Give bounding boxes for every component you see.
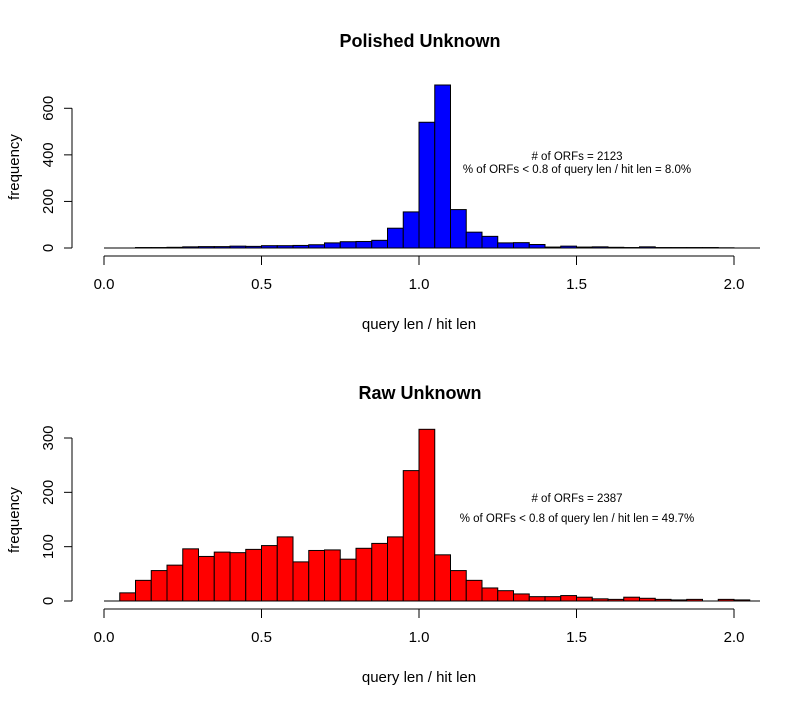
histogram-bar: [623, 596, 640, 602]
histogram-bar: [387, 536, 404, 602]
y-tick-label: 300: [40, 425, 57, 450]
histogram-bar: [481, 587, 499, 602]
x-tick-label: 1.0: [409, 276, 430, 293]
histogram-bar: [528, 596, 546, 602]
histogram-bar: [434, 554, 451, 602]
y-tick-label: 0: [40, 244, 57, 252]
histogram-bar: [434, 84, 451, 249]
histogram-bar: [402, 470, 420, 602]
histogram-bar: [182, 548, 199, 602]
histogram-bar: [213, 551, 231, 602]
x-axis: 0.0 0.5 1.0 1.5 2.0: [94, 255, 745, 293]
y-tick-label: 100: [40, 534, 57, 559]
histogram-bar: [324, 549, 341, 602]
histogram-bar: [150, 570, 168, 602]
histogram-bar: [513, 242, 530, 249]
bars-group: [119, 428, 751, 602]
histogram-bar: [355, 547, 373, 602]
histogram-bar: [418, 428, 436, 602]
x-tick-label: 0.5: [251, 629, 272, 646]
annotation-orf-percent: % of ORFs < 0.8 of query len / hit len =…: [460, 513, 695, 525]
histogram-bar: [371, 542, 388, 602]
annotation-orf-percent: % of ORFs < 0.8 of query len / hit len =…: [463, 164, 691, 176]
histogram-bar: [308, 549, 325, 602]
histogram-bar: [418, 121, 436, 249]
x-axis-label: query len / hit len: [362, 669, 476, 686]
histogram-bar: [339, 558, 357, 602]
histogram-bar: [198, 555, 215, 602]
histogram-bar: [450, 570, 467, 602]
histogram-bar: [166, 564, 184, 602]
histogram-bar: [528, 244, 546, 249]
histogram-bar: [481, 235, 499, 249]
histogram-bar: [261, 545, 278, 602]
x-tick-label: 2.0: [724, 276, 745, 293]
chart-title: Raw Unknown: [358, 383, 481, 403]
y-tick-label: 400: [40, 142, 57, 167]
histogram-bar: [324, 242, 341, 249]
x-tick-label: 2.0: [724, 629, 745, 646]
histogram-bar: [465, 579, 483, 602]
y-tick-label: 200: [40, 189, 57, 214]
histogram-panel-polished: Polished Unknown 0.0 0.5 1.0 1.5 2.0 0 200 400…: [6, 31, 760, 333]
annotation-orf-count: # of ORFs = 2387: [531, 493, 622, 505]
histogram-bar: [576, 596, 593, 602]
histogram-bar: [560, 595, 577, 602]
x-tick-label: 1.5: [566, 276, 587, 293]
y-tick-label: 0: [40, 597, 57, 605]
x-axis: 0.0 0.5 1.0 1.5 2.0: [94, 608, 745, 646]
histogram-bar: [387, 227, 404, 249]
x-axis-label: query len / hit len: [362, 316, 476, 333]
histogram-bar: [339, 241, 357, 249]
histogram-bar: [276, 536, 294, 602]
x-tick-label: 0.0: [94, 629, 115, 646]
x-tick-label: 0.5: [251, 276, 272, 293]
histogram-bar: [465, 231, 483, 249]
histogram-bar: [544, 596, 562, 602]
histogram-bar: [497, 590, 514, 602]
histogram-bar: [229, 552, 247, 602]
histogram-bar: [292, 561, 310, 602]
y-axis: 0 200 400 600: [40, 96, 73, 252]
histogram-bar: [245, 548, 262, 602]
y-tick-label: 600: [40, 96, 57, 121]
histogram-bar: [513, 593, 530, 602]
histogram-bar: [497, 242, 514, 249]
annotation-orf-count: # of ORFs = 2123: [531, 151, 622, 163]
y-axis-label: frequency: [6, 487, 23, 553]
histogram-bar: [450, 209, 467, 249]
y-axis-label: frequency: [6, 134, 23, 200]
histogram-bar: [355, 240, 373, 249]
y-tick-label: 200: [40, 480, 57, 505]
bars-group: [135, 84, 735, 249]
histogram-bar: [119, 592, 136, 602]
x-tick-label: 0.0: [94, 276, 115, 293]
chart-title: Polished Unknown: [339, 31, 500, 51]
x-tick-label: 1.0: [409, 629, 430, 646]
x-tick-label: 1.5: [566, 629, 587, 646]
histogram-bar: [371, 239, 388, 249]
histogram-bar: [402, 211, 420, 249]
histogram-bar: [135, 579, 152, 602]
histogram-panel-raw: Raw Unknown 0.0 0.5 1.0 1.5 2.0 0 100 200 300 q…: [6, 383, 760, 686]
y-axis: 0 100 200 300: [40, 425, 73, 605]
